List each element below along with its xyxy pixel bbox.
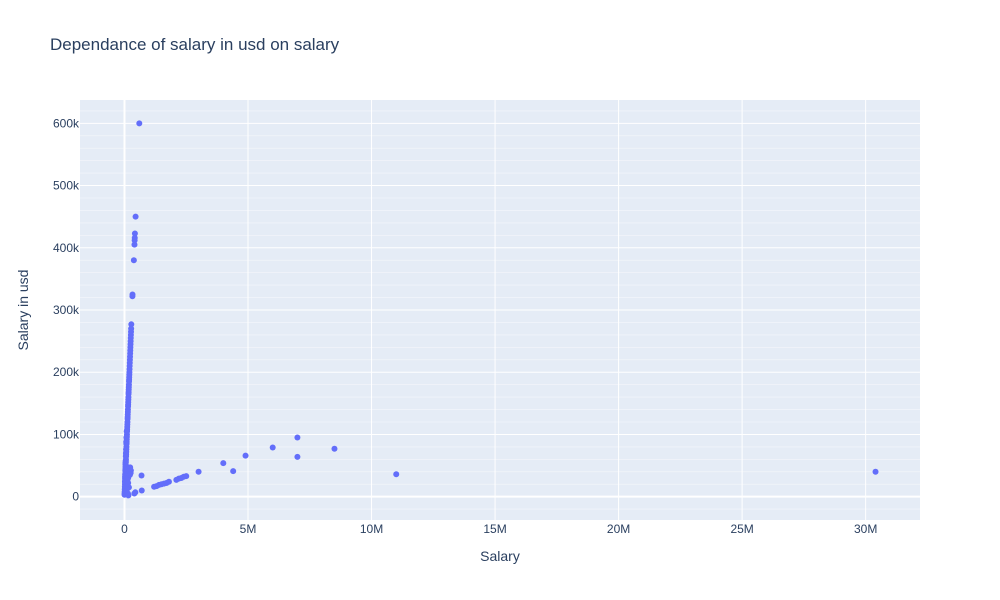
data-point: [294, 434, 301, 441]
data-point: [132, 489, 139, 496]
y-axis-ticks: 0 100k 200k 300k 400k 500k 600k: [53, 116, 80, 503]
data-point: [123, 428, 130, 435]
data-point: [123, 446, 130, 453]
data-point: [125, 479, 132, 486]
data-point: [393, 471, 400, 478]
data-point: [183, 473, 190, 480]
data-point: [220, 460, 227, 467]
data-point: [131, 230, 138, 237]
data-point: [269, 444, 276, 451]
y-tick-label: 400k: [53, 241, 80, 255]
y-tick-label: 600k: [53, 116, 80, 130]
x-axis-ticks: 0 5M 10M 15M 20M 25M 30M: [121, 522, 877, 536]
y-tick-label: 500k: [53, 179, 80, 193]
data-point: [872, 468, 879, 475]
y-axis-title: Salary in usd: [15, 270, 31, 351]
data-point: [242, 452, 249, 459]
minor-gridlines: [80, 110, 920, 510]
data-point: [129, 293, 136, 300]
data-point: [128, 321, 135, 328]
y-tick-label: 100k: [53, 427, 80, 441]
data-point: [123, 434, 130, 441]
data-point: [131, 241, 138, 248]
data-points: [121, 120, 879, 499]
y-tick-label: 0: [72, 490, 79, 504]
x-tick-label: 10M: [360, 522, 383, 536]
x-tick-label: 30M: [854, 522, 877, 536]
data-point: [132, 213, 139, 220]
data-point: [136, 120, 143, 127]
x-tick-label: 0: [121, 522, 128, 536]
data-point: [138, 472, 145, 479]
y-tick-label: 200k: [53, 365, 80, 379]
data-point: [294, 453, 301, 460]
x-axis-title: Salary: [480, 548, 520, 564]
major-gridlines: [80, 100, 920, 520]
data-point: [165, 478, 172, 485]
chart-title: Dependance of salary in usd on salary: [50, 35, 340, 54]
data-point: [123, 440, 130, 447]
x-tick-label: 20M: [607, 522, 630, 536]
data-point: [127, 467, 134, 474]
x-tick-label: 5M: [240, 522, 257, 536]
data-point: [195, 468, 202, 475]
data-point: [130, 257, 137, 264]
data-point: [131, 237, 138, 244]
data-point: [125, 492, 132, 499]
data-point: [122, 459, 129, 466]
x-tick-label: 15M: [483, 522, 506, 536]
data-point: [138, 487, 145, 494]
y-tick-label: 300k: [53, 303, 80, 317]
x-tick-label: 25M: [730, 522, 753, 536]
data-point: [230, 468, 237, 475]
data-point: [331, 445, 338, 452]
data-point: [122, 453, 129, 460]
